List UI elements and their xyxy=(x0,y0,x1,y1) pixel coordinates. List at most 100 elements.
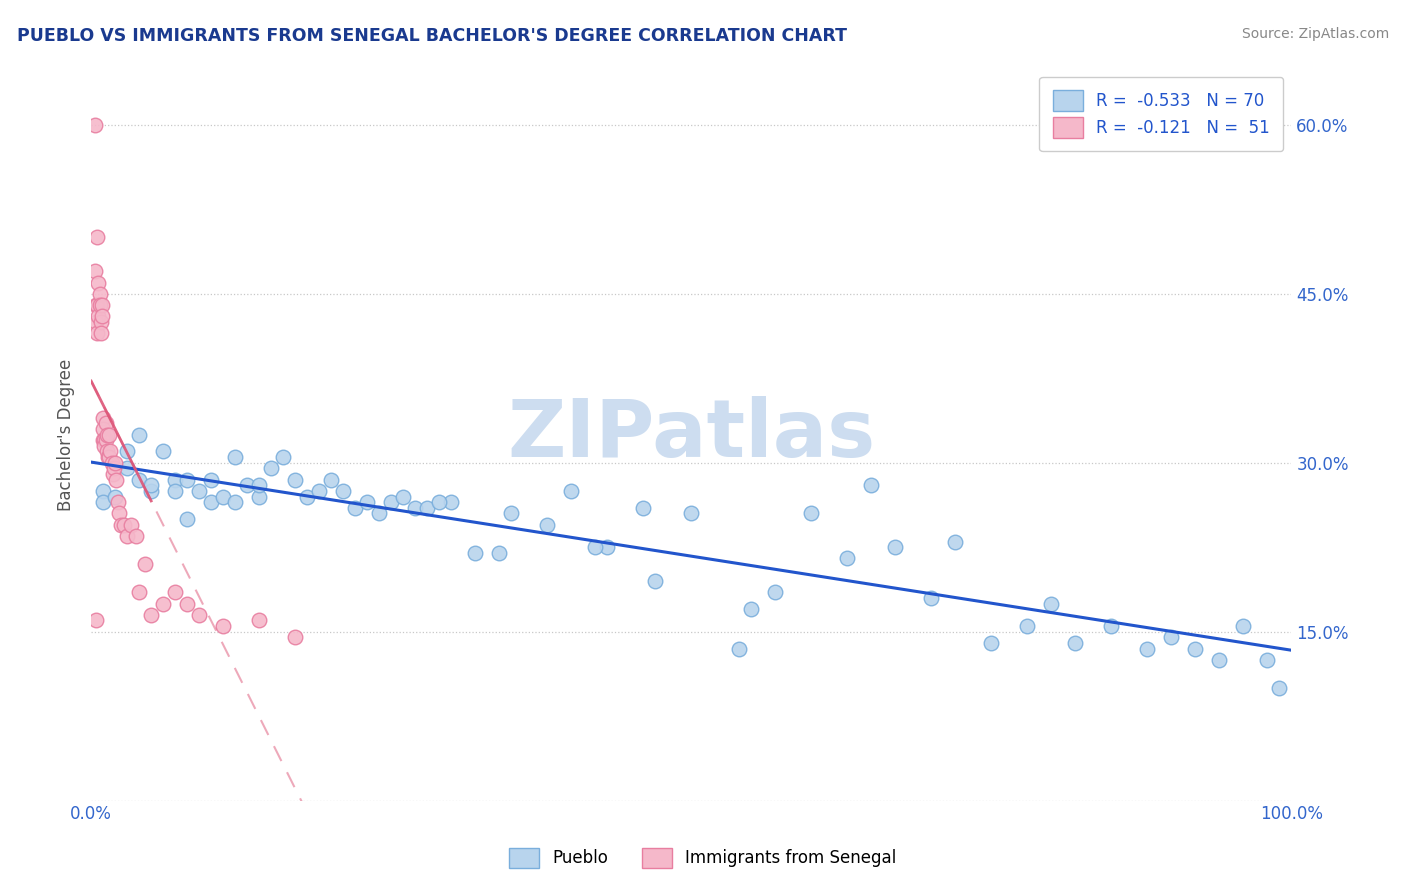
Point xyxy=(596,540,619,554)
Point xyxy=(93,433,115,447)
Point xyxy=(633,500,655,515)
Point xyxy=(212,490,235,504)
Point xyxy=(427,495,450,509)
Point xyxy=(681,507,703,521)
Point xyxy=(356,495,378,509)
Point xyxy=(96,444,118,458)
Point xyxy=(1040,597,1063,611)
Point xyxy=(404,500,426,515)
Point xyxy=(980,636,1002,650)
Point xyxy=(536,517,558,532)
Point xyxy=(90,315,112,329)
Point xyxy=(84,298,107,312)
Point xyxy=(236,478,259,492)
Point xyxy=(128,585,150,599)
Point xyxy=(860,478,883,492)
Point xyxy=(271,450,294,464)
Point xyxy=(260,461,283,475)
Point xyxy=(103,461,125,475)
Point xyxy=(97,450,120,464)
Point xyxy=(134,557,156,571)
Point xyxy=(91,483,114,498)
Point xyxy=(464,546,486,560)
Point xyxy=(105,473,128,487)
Point xyxy=(86,298,108,312)
Point xyxy=(1256,653,1278,667)
Point xyxy=(247,614,270,628)
Point xyxy=(368,507,391,521)
Point xyxy=(165,483,187,498)
Point xyxy=(165,473,187,487)
Point xyxy=(247,478,270,492)
Point xyxy=(89,286,111,301)
Point xyxy=(284,630,307,644)
Point xyxy=(583,540,606,554)
Point xyxy=(800,507,823,521)
Point xyxy=(284,473,307,487)
Point xyxy=(728,641,751,656)
Point xyxy=(141,607,163,622)
Y-axis label: Bachelor's Degree: Bachelor's Degree xyxy=(58,359,75,511)
Point xyxy=(1208,653,1230,667)
Point xyxy=(115,461,138,475)
Point xyxy=(91,495,114,509)
Point xyxy=(96,427,118,442)
Legend: Pueblo, Immigrants from Senegal: Pueblo, Immigrants from Senegal xyxy=(503,841,903,875)
Point xyxy=(91,410,114,425)
Point xyxy=(91,298,114,312)
Point xyxy=(94,417,117,431)
Point xyxy=(124,529,146,543)
Point xyxy=(91,433,114,447)
Point xyxy=(87,276,110,290)
Point xyxy=(1017,619,1039,633)
Point xyxy=(128,427,150,442)
Point xyxy=(1268,681,1291,695)
Point xyxy=(212,619,235,633)
Point xyxy=(86,326,108,341)
Point xyxy=(84,614,107,628)
Point xyxy=(91,422,114,436)
Point xyxy=(763,585,786,599)
Point xyxy=(332,483,354,498)
Point xyxy=(98,444,121,458)
Point xyxy=(104,456,127,470)
Point xyxy=(392,490,415,504)
Point xyxy=(104,490,127,504)
Point xyxy=(308,483,330,498)
Point xyxy=(176,597,198,611)
Point xyxy=(112,517,135,532)
Point xyxy=(560,483,582,498)
Point xyxy=(110,517,132,532)
Text: Source: ZipAtlas.com: Source: ZipAtlas.com xyxy=(1241,27,1389,41)
Point xyxy=(152,444,174,458)
Point xyxy=(100,456,122,470)
Point xyxy=(90,326,112,341)
Point xyxy=(1136,641,1159,656)
Point xyxy=(321,473,343,487)
Point xyxy=(200,495,222,509)
Text: PUEBLO VS IMMIGRANTS FROM SENEGAL BACHELOR'S DEGREE CORRELATION CHART: PUEBLO VS IMMIGRANTS FROM SENEGAL BACHEL… xyxy=(17,27,846,45)
Point xyxy=(740,602,762,616)
Point xyxy=(440,495,463,509)
Point xyxy=(247,490,270,504)
Point xyxy=(107,507,129,521)
Point xyxy=(176,512,198,526)
Point xyxy=(93,439,115,453)
Legend: R =  -0.533   N = 70, R =  -0.121   N =  51: R = -0.533 N = 70, R = -0.121 N = 51 xyxy=(1039,77,1284,151)
Point xyxy=(120,517,142,532)
Point xyxy=(115,529,138,543)
Point xyxy=(101,467,124,481)
Point xyxy=(165,585,187,599)
Point xyxy=(83,118,105,132)
Point xyxy=(128,473,150,487)
Point xyxy=(488,546,510,560)
Point xyxy=(920,591,942,605)
Point xyxy=(943,534,966,549)
Point xyxy=(87,310,110,324)
Point xyxy=(1184,641,1206,656)
Point xyxy=(115,444,138,458)
Point xyxy=(98,450,121,464)
Point xyxy=(83,264,105,278)
Point xyxy=(200,473,222,487)
Point xyxy=(1232,619,1254,633)
